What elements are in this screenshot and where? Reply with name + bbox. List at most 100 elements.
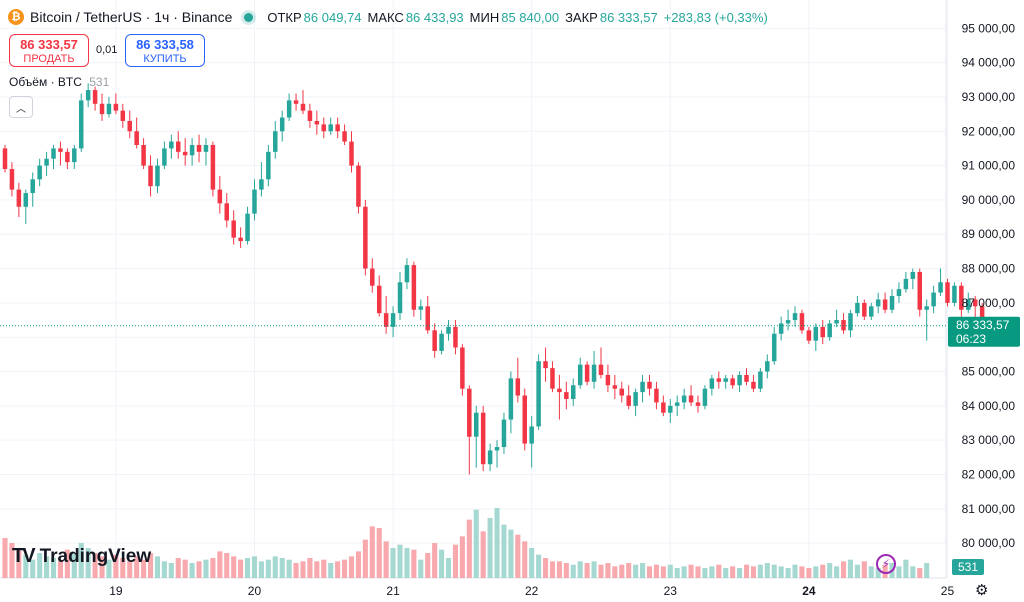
volume-bar: [314, 561, 320, 578]
time-tick-label: 24: [802, 584, 816, 598]
candle-body: [681, 395, 687, 403]
candle-body: [349, 141, 354, 166]
candle-body: [231, 220, 236, 238]
buy-label: КУПИТЬ: [143, 53, 187, 65]
candle-body: [37, 165, 42, 180]
candle-body: [924, 306, 929, 310]
candle-body: [723, 378, 728, 382]
candle-body: [598, 364, 604, 375]
volume-legend[interactable]: Объём · BTC 531: [9, 75, 109, 89]
candle-body: [203, 144, 209, 152]
candle-body: [141, 144, 146, 166]
volume-bar: [737, 568, 743, 578]
last-price-tag: [948, 316, 1020, 347]
candle-body: [674, 402, 680, 406]
candle-body: [148, 165, 153, 187]
price-tick-label: 89 000,00: [962, 227, 1016, 241]
volume-bar: [85, 548, 91, 578]
low-label: МИН: [469, 9, 500, 25]
candle-body: [113, 103, 119, 111]
candle-body: [799, 313, 805, 331]
volume-bar: [709, 566, 715, 578]
volume-bar: [480, 531, 486, 578]
lightning-icon[interactable]: ⚡: [876, 554, 896, 574]
volume-bar: [702, 568, 708, 578]
volume-bar: [23, 554, 29, 578]
volume-bar: [37, 553, 43, 578]
candle-body: [557, 388, 562, 393]
volume-bar: [71, 553, 77, 578]
volume-bar: [272, 556, 278, 578]
volume-bar: [577, 561, 583, 578]
candle-body: [654, 388, 659, 403]
candle-body: [910, 271, 916, 279]
volume-bar: [342, 559, 348, 578]
volume-bar: [258, 561, 264, 578]
time-tick-label: 19: [109, 584, 123, 598]
change-value: +283,83 (+0,33%): [663, 9, 768, 25]
candle-body: [376, 285, 382, 314]
candle-body: [300, 103, 306, 111]
candle-body: [439, 333, 444, 351]
volume-bar: [452, 544, 458, 578]
candle-body: [938, 282, 943, 293]
collapse-legend-button[interactable]: ︿: [9, 96, 33, 118]
volume-bar: [473, 509, 479, 578]
candle-body: [169, 141, 174, 149]
candle-body: [875, 299, 881, 307]
volume-bar: [120, 558, 126, 578]
volume-bar: [570, 564, 576, 578]
volume-bar: [834, 566, 840, 578]
candle-body: [259, 179, 264, 190]
countdown-text: 06:23: [956, 332, 986, 346]
volume-bar: [16, 548, 22, 578]
candle-body: [806, 330, 812, 341]
candle-body: [702, 388, 708, 406]
volume-bar: [598, 564, 604, 578]
candle-body: [688, 395, 694, 403]
volume-bar: [251, 556, 258, 578]
candle-body: [536, 361, 541, 427]
volume-bar: [106, 559, 112, 578]
volume-bar: [660, 566, 666, 578]
volume-bar: [522, 541, 528, 578]
volume-bar: [508, 529, 514, 578]
price-axis[interactable]: 95 000,00 94 000,00 93 000,00 92 000,00 91 0…: [962, 21, 1016, 550]
candle-body: [370, 268, 375, 286]
volume-bar: [847, 559, 854, 578]
candle-body: [446, 326, 451, 334]
candle-body: [238, 237, 243, 242]
tradingview-logo-icon: TV: [12, 545, 36, 567]
buy-button[interactable]: 86 333,58 КУПИТЬ: [125, 34, 205, 67]
gear-icon[interactable]: ⚙: [975, 582, 989, 599]
candle-body: [862, 302, 867, 317]
candle-body: [626, 395, 631, 406]
volume-bar: [321, 559, 327, 578]
candle-body: [363, 206, 368, 269]
candle-body: [85, 90, 91, 101]
sell-button[interactable]: 86 333,57 ПРОДАТЬ: [9, 34, 89, 67]
candle-body: [134, 131, 139, 145]
candle-body: [522, 395, 527, 444]
high-value: 86 433,93: [405, 9, 464, 25]
volume-bar: [646, 566, 653, 578]
candle-body: [120, 110, 126, 121]
candle-body: [58, 148, 63, 152]
candle-body: [661, 402, 666, 413]
volume-bar: [376, 528, 382, 578]
symbol-title[interactable]: Bitcoin / TetherUS · 1ч · Binance: [30, 9, 233, 25]
price-tick-label: 83 000,00: [962, 433, 1016, 447]
volume-bar: [238, 559, 244, 578]
time-axis[interactable]: 19 20 21 22 23 24 25: [109, 584, 954, 598]
candle-body: [2, 148, 8, 170]
candle-body: [473, 412, 479, 437]
candle-body: [848, 313, 853, 331]
volume-bar: [501, 524, 507, 578]
tradingview-logo[interactable]: TV TradingView: [12, 545, 151, 568]
volume-bar: [529, 548, 535, 578]
candle-body: [418, 306, 424, 310]
volume-bar: [175, 558, 181, 578]
candle-body: [668, 405, 673, 413]
candle-body: [390, 313, 396, 327]
